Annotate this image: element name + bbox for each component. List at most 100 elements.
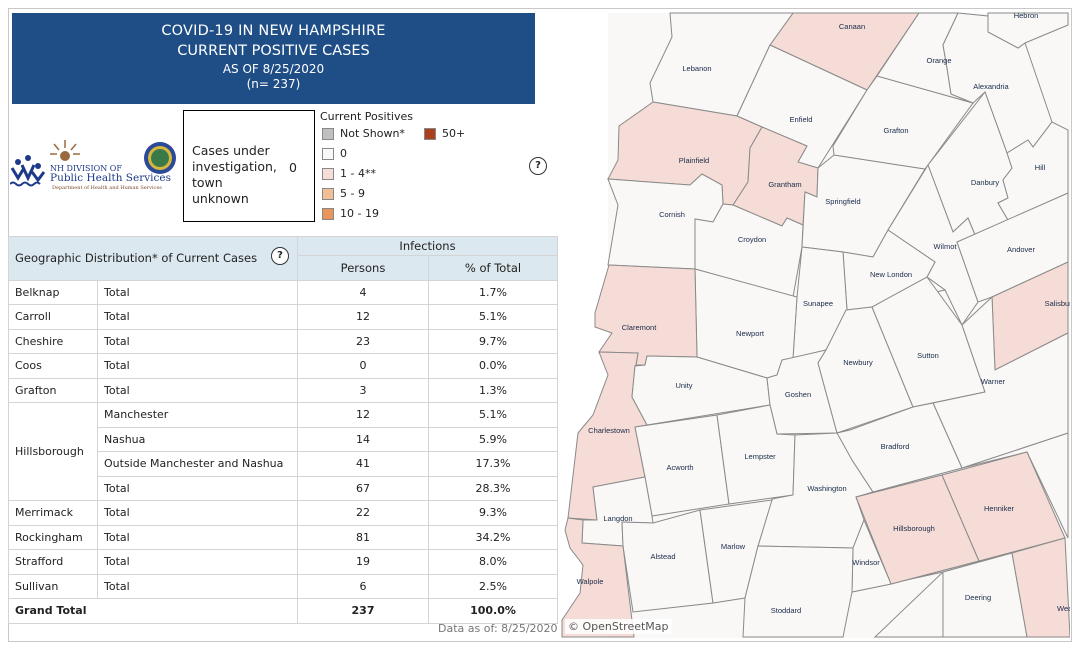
town-shape[interactable] <box>836 402 963 493</box>
town-shape[interactable] <box>742 545 854 638</box>
table-row: Nashua 14 5.9% <box>9 426 558 452</box>
town-shape[interactable] <box>561 517 635 638</box>
legend-title: Current Positives <box>320 110 413 123</box>
legend-swatch <box>322 147 334 160</box>
town-label: Marlow <box>721 542 746 551</box>
title-count: (n= 237) <box>246 77 301 91</box>
county-cell: Hillsborough <box>8 402 98 501</box>
town-label: Langdon <box>603 514 632 523</box>
town-label: Hill <box>1035 163 1046 172</box>
town-shape[interactable] <box>634 414 730 517</box>
investigation-value: 0 <box>289 160 297 175</box>
town-shape[interactable] <box>832 75 974 170</box>
openstreetmap-attribution[interactable]: © OpenStreetMap <box>565 619 672 634</box>
town-shape[interactable] <box>932 295 1069 469</box>
nh-dphs-logo: NH DIVISION OF Public Health Services De… <box>9 140 180 195</box>
legend-label: 10 - 19 <box>340 207 379 220</box>
persons-cell: 3 <box>297 377 429 403</box>
grand-total-label: Grand Total <box>8 598 298 624</box>
table-row: Belknap Total 4 1.7% <box>8 279 558 305</box>
geographic-distribution-table: Geographic Distribution* of Current Case… <box>8 236 558 624</box>
town-label: Plainfield <box>679 156 709 165</box>
town-label: Newport <box>736 329 765 338</box>
town-label: Charlestown <box>588 426 630 435</box>
table-row: Cheshire Total 23 9.7% <box>8 328 558 354</box>
legend-item[interactable]: 0 <box>322 147 347 160</box>
pct-cell: 34.2% <box>428 524 558 550</box>
pct-cell: 9.3% <box>428 500 558 526</box>
pct-cell: 5.1% <box>428 304 558 330</box>
legend-item[interactable]: 10 - 19 <box>322 207 379 220</box>
persons-cell: 41 <box>297 451 429 477</box>
legend-label: 50+ <box>442 127 466 140</box>
sub-cell: Total <box>97 304 298 330</box>
county-cell: Cheshire <box>8 328 98 354</box>
sub-cell: Total <box>97 549 298 575</box>
sub-cell: Total <box>97 353 298 379</box>
town-label: Enfield <box>790 115 813 124</box>
town-shape[interactable] <box>987 12 1069 49</box>
town-label: Salisbury <box>1045 299 1070 308</box>
town-map[interactable]: Canaan Lebanon Enfield Plainfield Grantham Co… <box>560 10 1070 638</box>
sub-cell: Nashua <box>97 426 298 452</box>
table-help-icon[interactable]: ? <box>271 247 289 265</box>
legend-label: Not Shown* <box>340 127 405 140</box>
persons-cell: 81 <box>297 524 429 550</box>
grand-total-row: Grand Total 237 100.0% <box>8 598 558 624</box>
town-label: Bradford <box>881 442 910 451</box>
town-label: Grafton <box>883 126 908 135</box>
legend-item[interactable]: 50+ <box>424 127 465 140</box>
town-label: Danbury <box>971 178 1000 187</box>
town-label: Sutton <box>917 351 939 360</box>
town-label: Windsor <box>852 558 880 567</box>
sub-cell: Total <box>97 279 298 305</box>
table-row: Strafford Total 19 8.0% <box>8 549 558 575</box>
table-row: Sullivan Total 6 2.5% <box>8 573 558 599</box>
town-label: Goshen <box>785 390 811 399</box>
legend-swatch <box>322 127 334 140</box>
logo-graphic-icon <box>9 140 176 187</box>
table-row: Grafton Total 3 1.3% <box>8 377 558 403</box>
persons-cell: 12 <box>297 402 429 428</box>
legend-swatch <box>322 187 334 200</box>
county-cell: Merrimack <box>8 500 98 526</box>
investigation-label: Cases under investigation, town unknown <box>192 143 277 206</box>
grand-total-persons: 237 <box>297 598 429 624</box>
sub-cell: Total <box>97 573 298 599</box>
town-label: Lebanon <box>682 64 711 73</box>
persons-cell: 22 <box>297 500 429 526</box>
county-cell: Grafton <box>8 377 98 403</box>
sub-cell: Total <box>97 328 298 354</box>
town-label: Andover <box>1007 245 1035 254</box>
pct-header: % of Total <box>428 255 558 281</box>
town-label: Washington <box>807 484 846 493</box>
legend-swatch <box>424 127 436 140</box>
town-label: Walpole <box>577 577 604 586</box>
pct-cell: 8.0% <box>428 549 558 575</box>
town-shape[interactable] <box>621 509 714 613</box>
county-cell: Belknap <box>8 279 98 305</box>
town-label: New London <box>870 270 912 279</box>
table-row: Hillsborough Manchester 12 5.1% <box>8 402 558 501</box>
county-cell: Strafford <box>8 549 98 575</box>
county-cell: Coos <box>8 353 98 379</box>
pct-cell: 1.3% <box>428 377 558 403</box>
table-row: Coos Total 0 0.0% <box>8 353 558 379</box>
legend-item[interactable]: 1 - 4** <box>322 167 376 180</box>
pct-cell: 28.3% <box>428 475 558 501</box>
pct-cell: 9.7% <box>428 328 558 354</box>
logo-line-1: NH DIVISION OF <box>50 164 122 173</box>
persons-cell: 12 <box>297 304 429 330</box>
legend-label: 5 - 9 <box>340 187 365 200</box>
town-shape[interactable] <box>594 264 698 366</box>
persons-cell: 0 <box>297 353 429 379</box>
sub-cell: Outside Manchester and Nashua <box>97 451 298 477</box>
legend-help-icon[interactable]: ? <box>529 157 547 175</box>
persons-cell: 6 <box>297 573 429 599</box>
data-as-of: Data as of: 8/25/2020 <box>438 622 558 635</box>
legend-item[interactable]: Not Shown* <box>322 127 405 140</box>
town-shape[interactable] <box>1011 537 1070 638</box>
legend-item[interactable]: 5 - 9 <box>322 187 365 200</box>
town-label: Orange <box>926 56 951 65</box>
pct-cell: 5.1% <box>428 402 558 428</box>
